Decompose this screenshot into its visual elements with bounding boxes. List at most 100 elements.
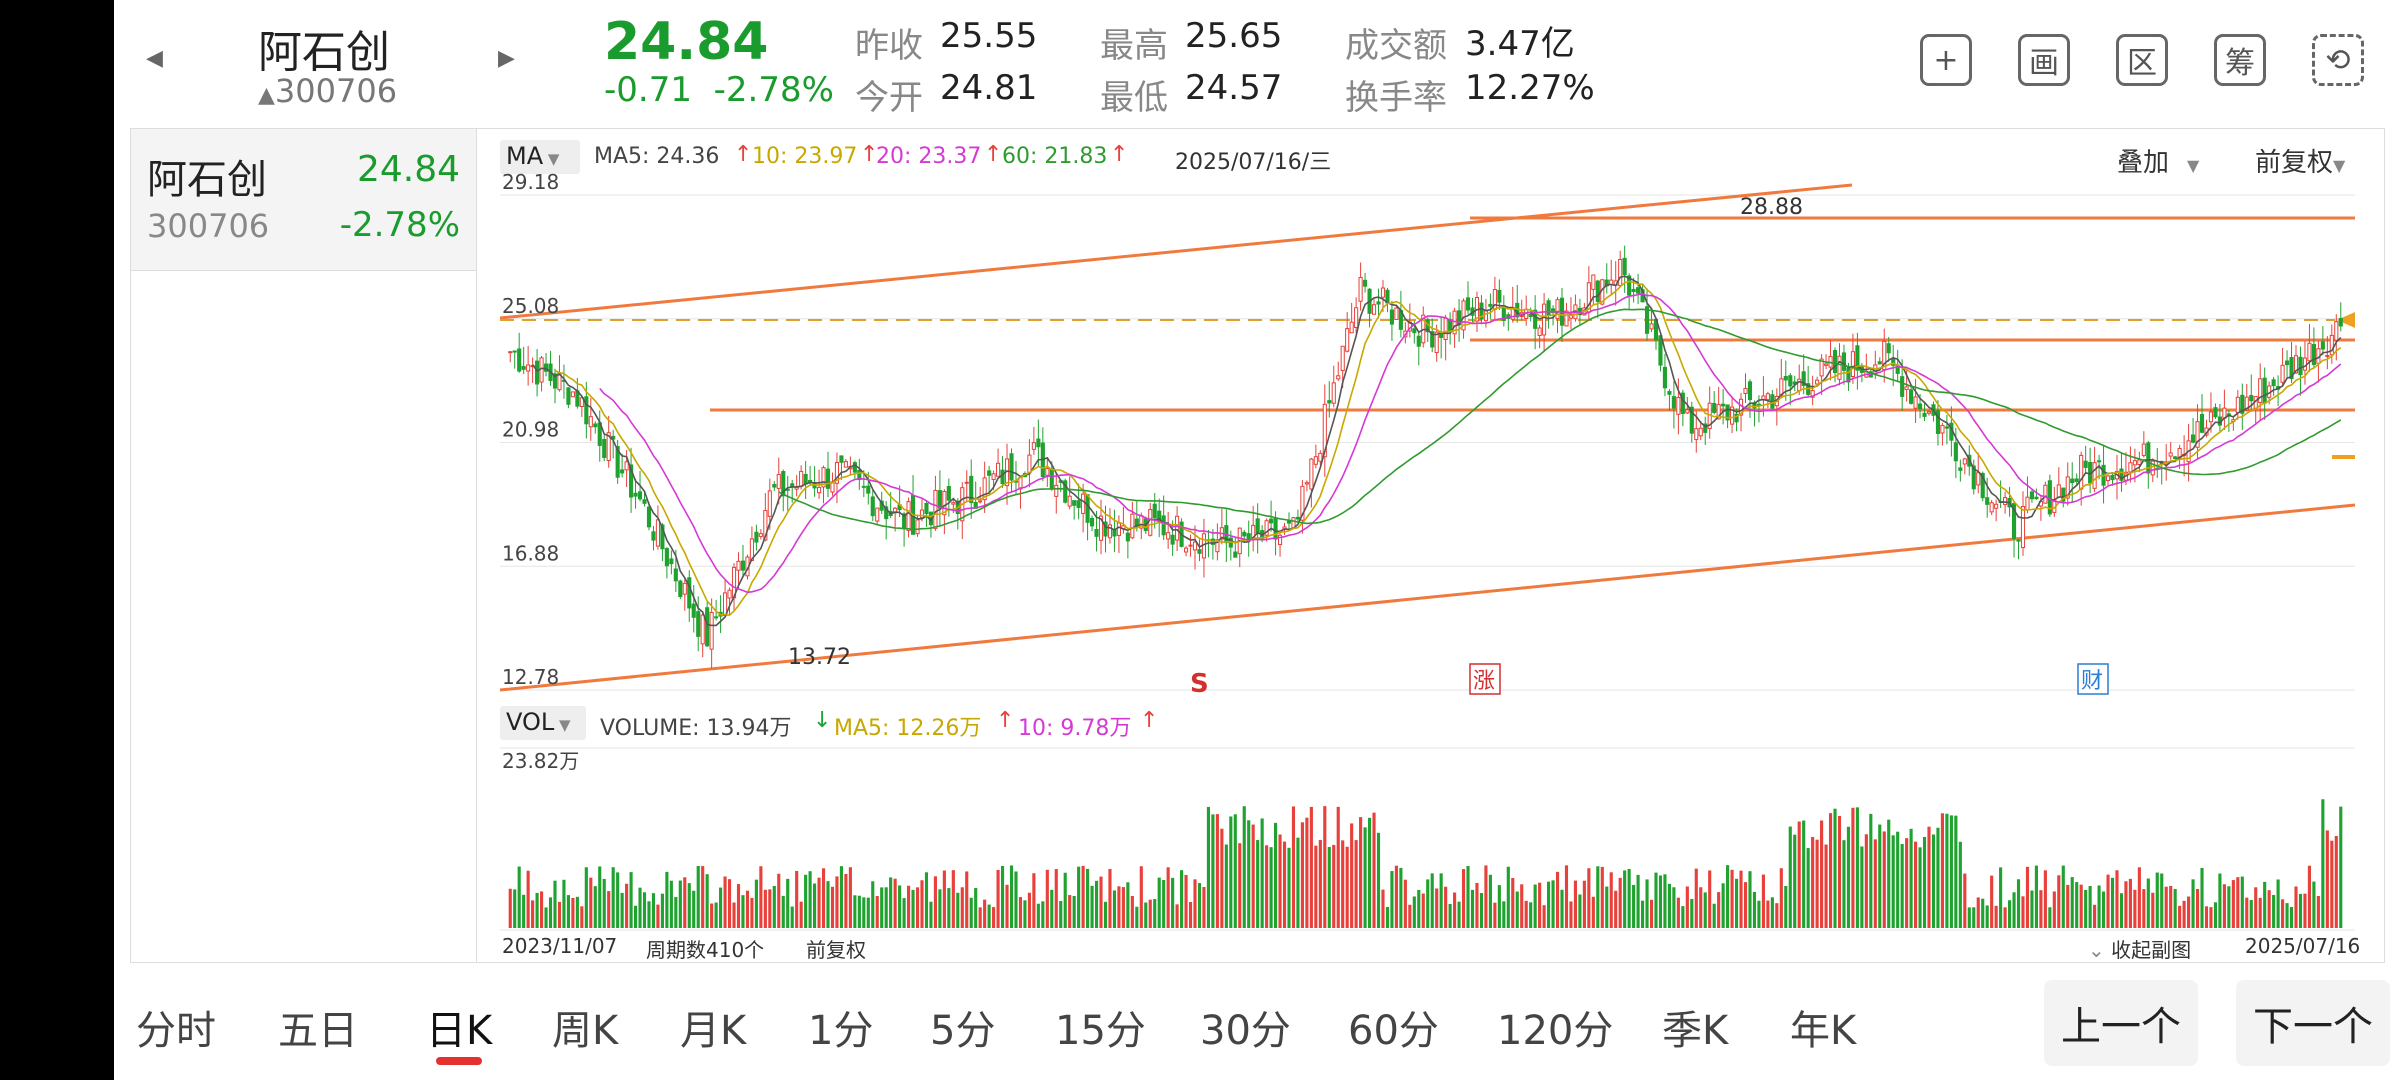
volume-bar: [2164, 886, 2168, 928]
tab-5[interactable]: 1分: [808, 1008, 874, 1054]
collapse-subchart-button[interactable]: ⌄ 收起副图: [2088, 934, 2191, 963]
volume-bar: [1806, 848, 1810, 928]
volume-bar: [2204, 906, 2209, 928]
high-value: 25.65: [1185, 16, 1283, 56]
ma-selector[interactable]: MA ▼: [500, 140, 580, 174]
range-button[interactable]: 区: [2116, 34, 2168, 86]
candle-body: [620, 469, 625, 474]
candle-body: [2079, 454, 2084, 490]
volume-bar: [1215, 814, 1219, 928]
candle-body: [535, 360, 540, 385]
next-stock-button[interactable]: 下一个: [2236, 980, 2390, 1066]
candle-body: [861, 485, 866, 488]
candle-body: [1107, 524, 1113, 539]
candle-body: [1000, 469, 1005, 485]
volume-bar: [1068, 895, 1072, 928]
adjust-dropdown[interactable]: 前复权▼: [2255, 142, 2345, 179]
volume-bar: [1086, 868, 1090, 928]
volume-bar: [1900, 844, 1904, 928]
candle-body: [1685, 409, 1690, 414]
candle-body: [2280, 364, 2285, 383]
prev-stock-arrow-icon[interactable]: ◀: [146, 46, 163, 71]
volume-bar: [1667, 883, 1671, 928]
volume-bar: [732, 902, 736, 928]
volume-bar: [1336, 806, 1340, 928]
candle-body: [2003, 497, 2008, 506]
tab-4[interactable]: 月K: [680, 1008, 747, 1054]
candle-body: [651, 531, 656, 541]
volume-bar: [835, 876, 839, 928]
volume-bar: [2307, 865, 2311, 928]
volume-bar: [1144, 902, 1148, 928]
volume-bar: [1376, 832, 1381, 928]
candle-body: [1989, 502, 1994, 513]
add-watch-button[interactable]: +: [1920, 34, 1972, 86]
tab-1[interactable]: 五日: [278, 1008, 358, 1054]
volume-bar: [1000, 865, 1005, 928]
tab-2[interactable]: 日K: [426, 1008, 493, 1054]
tab-6[interactable]: 5分: [930, 1008, 996, 1054]
price-change-pct: -2.78%: [713, 70, 834, 110]
volume-bar: [2173, 888, 2177, 928]
volume-bar: [1300, 822, 1304, 928]
volume-bar: [2303, 893, 2307, 928]
volume-bar: [1408, 904, 1412, 928]
volume-bar: [2043, 870, 2047, 928]
volume-bar: [781, 895, 785, 928]
volume-bar: [992, 907, 996, 928]
vol-selector[interactable]: VOL ▼: [500, 706, 586, 740]
candle-body: [937, 490, 942, 509]
candle-body: [1644, 306, 1650, 334]
candle-body: [1913, 396, 1918, 409]
overlay-dropdown[interactable]: 叠加 ▼: [2117, 142, 2199, 179]
volume-bar: [1287, 847, 1291, 928]
candle-body: [2284, 360, 2290, 366]
chips-button[interactable]: 筹: [2214, 34, 2266, 86]
candle-body: [1730, 406, 1735, 425]
volume-bar: [589, 877, 593, 928]
candle-body: [2208, 411, 2214, 423]
volume-bar: [1927, 826, 1931, 928]
tab-11[interactable]: 季K: [1662, 1008, 1729, 1054]
volume-bar: [593, 886, 597, 928]
volume-bar: [566, 895, 570, 928]
sidebar-stock-card[interactable]: 阿石创 24.84 300706 -2.78%: [131, 129, 476, 271]
candle-body: [2043, 484, 2048, 504]
candle-body: [1962, 458, 1967, 465]
candle-body: [1439, 333, 1444, 338]
tab-9[interactable]: 60分: [1348, 1008, 1439, 1054]
candle-body: [1134, 518, 1139, 527]
tab-0[interactable]: 分时: [136, 1008, 216, 1054]
volume-bar: [1184, 874, 1188, 928]
candle-body: [1595, 280, 1600, 302]
candle-body: [870, 496, 875, 517]
volume-bar: [1681, 906, 1685, 928]
volume-bar: [2182, 900, 2186, 928]
volume-bar: [1430, 873, 1434, 928]
candle-body: [508, 351, 513, 354]
volume-bar: [1694, 868, 1698, 928]
draw-button[interactable]: 画: [2018, 34, 2070, 86]
rotate-screen-button[interactable]: ⟲: [2312, 34, 2364, 86]
prev-stock-button[interactable]: 上一个: [2044, 980, 2198, 1066]
tab-3[interactable]: 周K: [552, 1008, 619, 1054]
volume-bar: [1873, 839, 1877, 928]
volume-bar: [983, 899, 987, 928]
candle-body: [1322, 403, 1327, 458]
candle-body: [1676, 397, 1681, 415]
volume-bar: [687, 883, 691, 928]
volume-bar: [1672, 887, 1676, 928]
tab-8[interactable]: 30分: [1200, 1008, 1291, 1054]
ma10-up-icon: ↑: [860, 142, 879, 167]
candle-body: [1618, 258, 1623, 287]
tab-10[interactable]: 120分: [1497, 1008, 1614, 1054]
tab-7[interactable]: 15分: [1055, 1008, 1146, 1054]
next-stock-arrow-icon[interactable]: ▶: [498, 46, 515, 71]
volume-bar: [2339, 806, 2343, 928]
candle-body: [1944, 426, 1949, 429]
tab-12[interactable]: 年K: [1790, 1008, 1857, 1054]
candle-body: [1747, 381, 1753, 401]
candle-body: [1085, 494, 1090, 523]
volume-bar: [795, 870, 799, 928]
